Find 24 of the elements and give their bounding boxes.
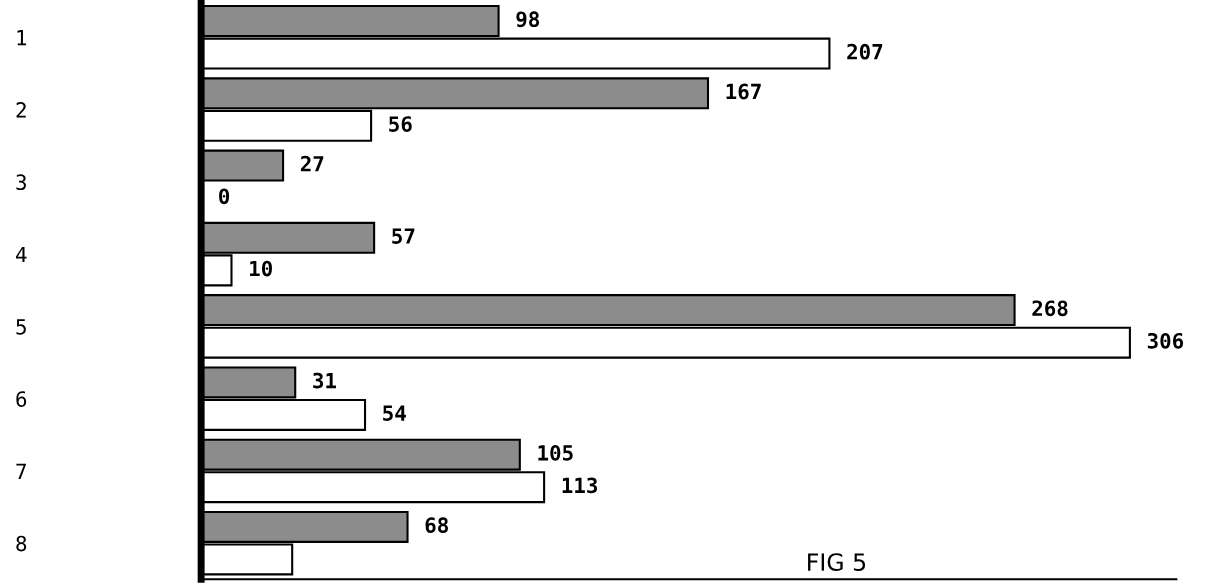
y-tick-label: 7 — [16, 463, 26, 479]
y-tick-label: 6 — [16, 391, 27, 407]
data-label: 54 — [383, 405, 406, 421]
y-tick-label: 1 — [17, 30, 27, 46]
data-label: 98 — [516, 11, 540, 28]
data-label: 113 — [562, 477, 598, 494]
data-label: 31 — [313, 372, 336, 389]
annotation: FIG 5 — [808, 553, 866, 571]
y-tick-label: 8 — [16, 535, 27, 552]
data-label: 167 — [726, 83, 761, 100]
data-label: 268 — [1032, 300, 1068, 317]
data-label: 68 — [425, 517, 448, 533]
y-tick-label: 2 — [16, 102, 26, 118]
y-tick-label: 3 — [16, 174, 26, 191]
data-label: 27 — [300, 155, 324, 172]
y-tick-label: 4 — [16, 246, 27, 263]
data-label: 10 — [250, 260, 272, 277]
y-tick-label: 5 — [16, 319, 26, 335]
data-label: 56 — [389, 116, 412, 132]
data-label: 306 — [1147, 332, 1184, 349]
data-label: 105 — [538, 444, 573, 461]
data-label: 0 — [219, 188, 230, 205]
data-label: 207 — [847, 43, 883, 60]
data-label: 57 — [392, 228, 415, 244]
